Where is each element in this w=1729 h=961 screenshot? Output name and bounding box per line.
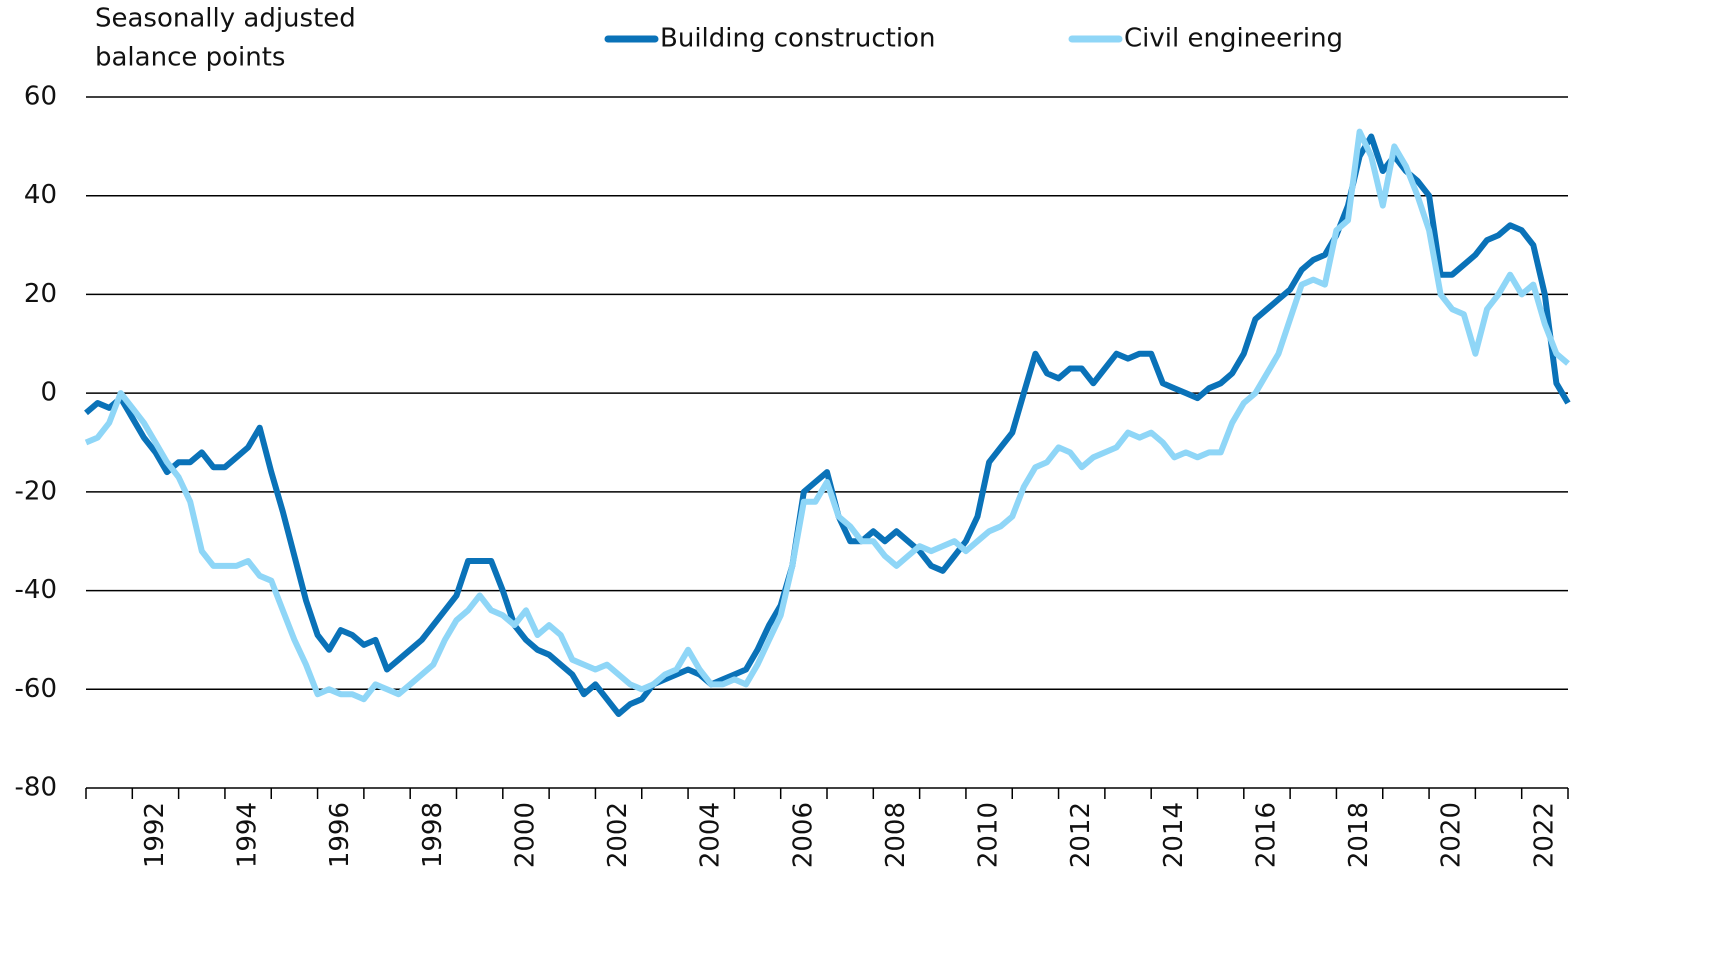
y-tick-label: 40	[24, 180, 57, 210]
series-line	[84, 128, 1570, 703]
y-axis-title: Seasonally adjusted	[95, 4, 356, 34]
x-tick-label: 2008	[881, 802, 911, 868]
y-axis-title: balance points	[95, 43, 285, 73]
y-tick-label: -80	[15, 773, 57, 803]
y-tick-label: -40	[15, 575, 57, 605]
x-tick-label: 1996	[325, 802, 355, 868]
y-tick-label: 60	[24, 82, 57, 112]
x-tick-label: 2022	[1529, 802, 1559, 868]
x-tick-label: 2010	[974, 802, 1004, 868]
x-tick-label: 2014	[1159, 802, 1189, 868]
legend-label: Civil engineering	[1124, 24, 1343, 54]
y-tick-label: 20	[24, 279, 57, 309]
y-tick-label: 0	[40, 378, 57, 408]
x-tick-label: 2016	[1251, 802, 1281, 868]
x-tick-label: 2004	[696, 802, 726, 868]
x-tick-label: 2000	[510, 802, 540, 868]
x-tick-label: 2002	[603, 802, 633, 868]
y-tick-label: -20	[15, 476, 57, 506]
x-tick-label: 1992	[140, 802, 170, 868]
x-tick-label: 1994	[233, 802, 263, 868]
x-tick-label: 2020	[1437, 802, 1467, 868]
legend-label: Building construction	[660, 24, 935, 54]
x-tick-label: 1998	[418, 802, 448, 868]
x-tick-label: 2006	[788, 802, 818, 868]
y-tick-label: -60	[15, 674, 57, 704]
x-tick-label: 2012	[1066, 802, 1096, 868]
x-tick-label: 2018	[1344, 802, 1374, 868]
series-line	[84, 133, 1571, 717]
